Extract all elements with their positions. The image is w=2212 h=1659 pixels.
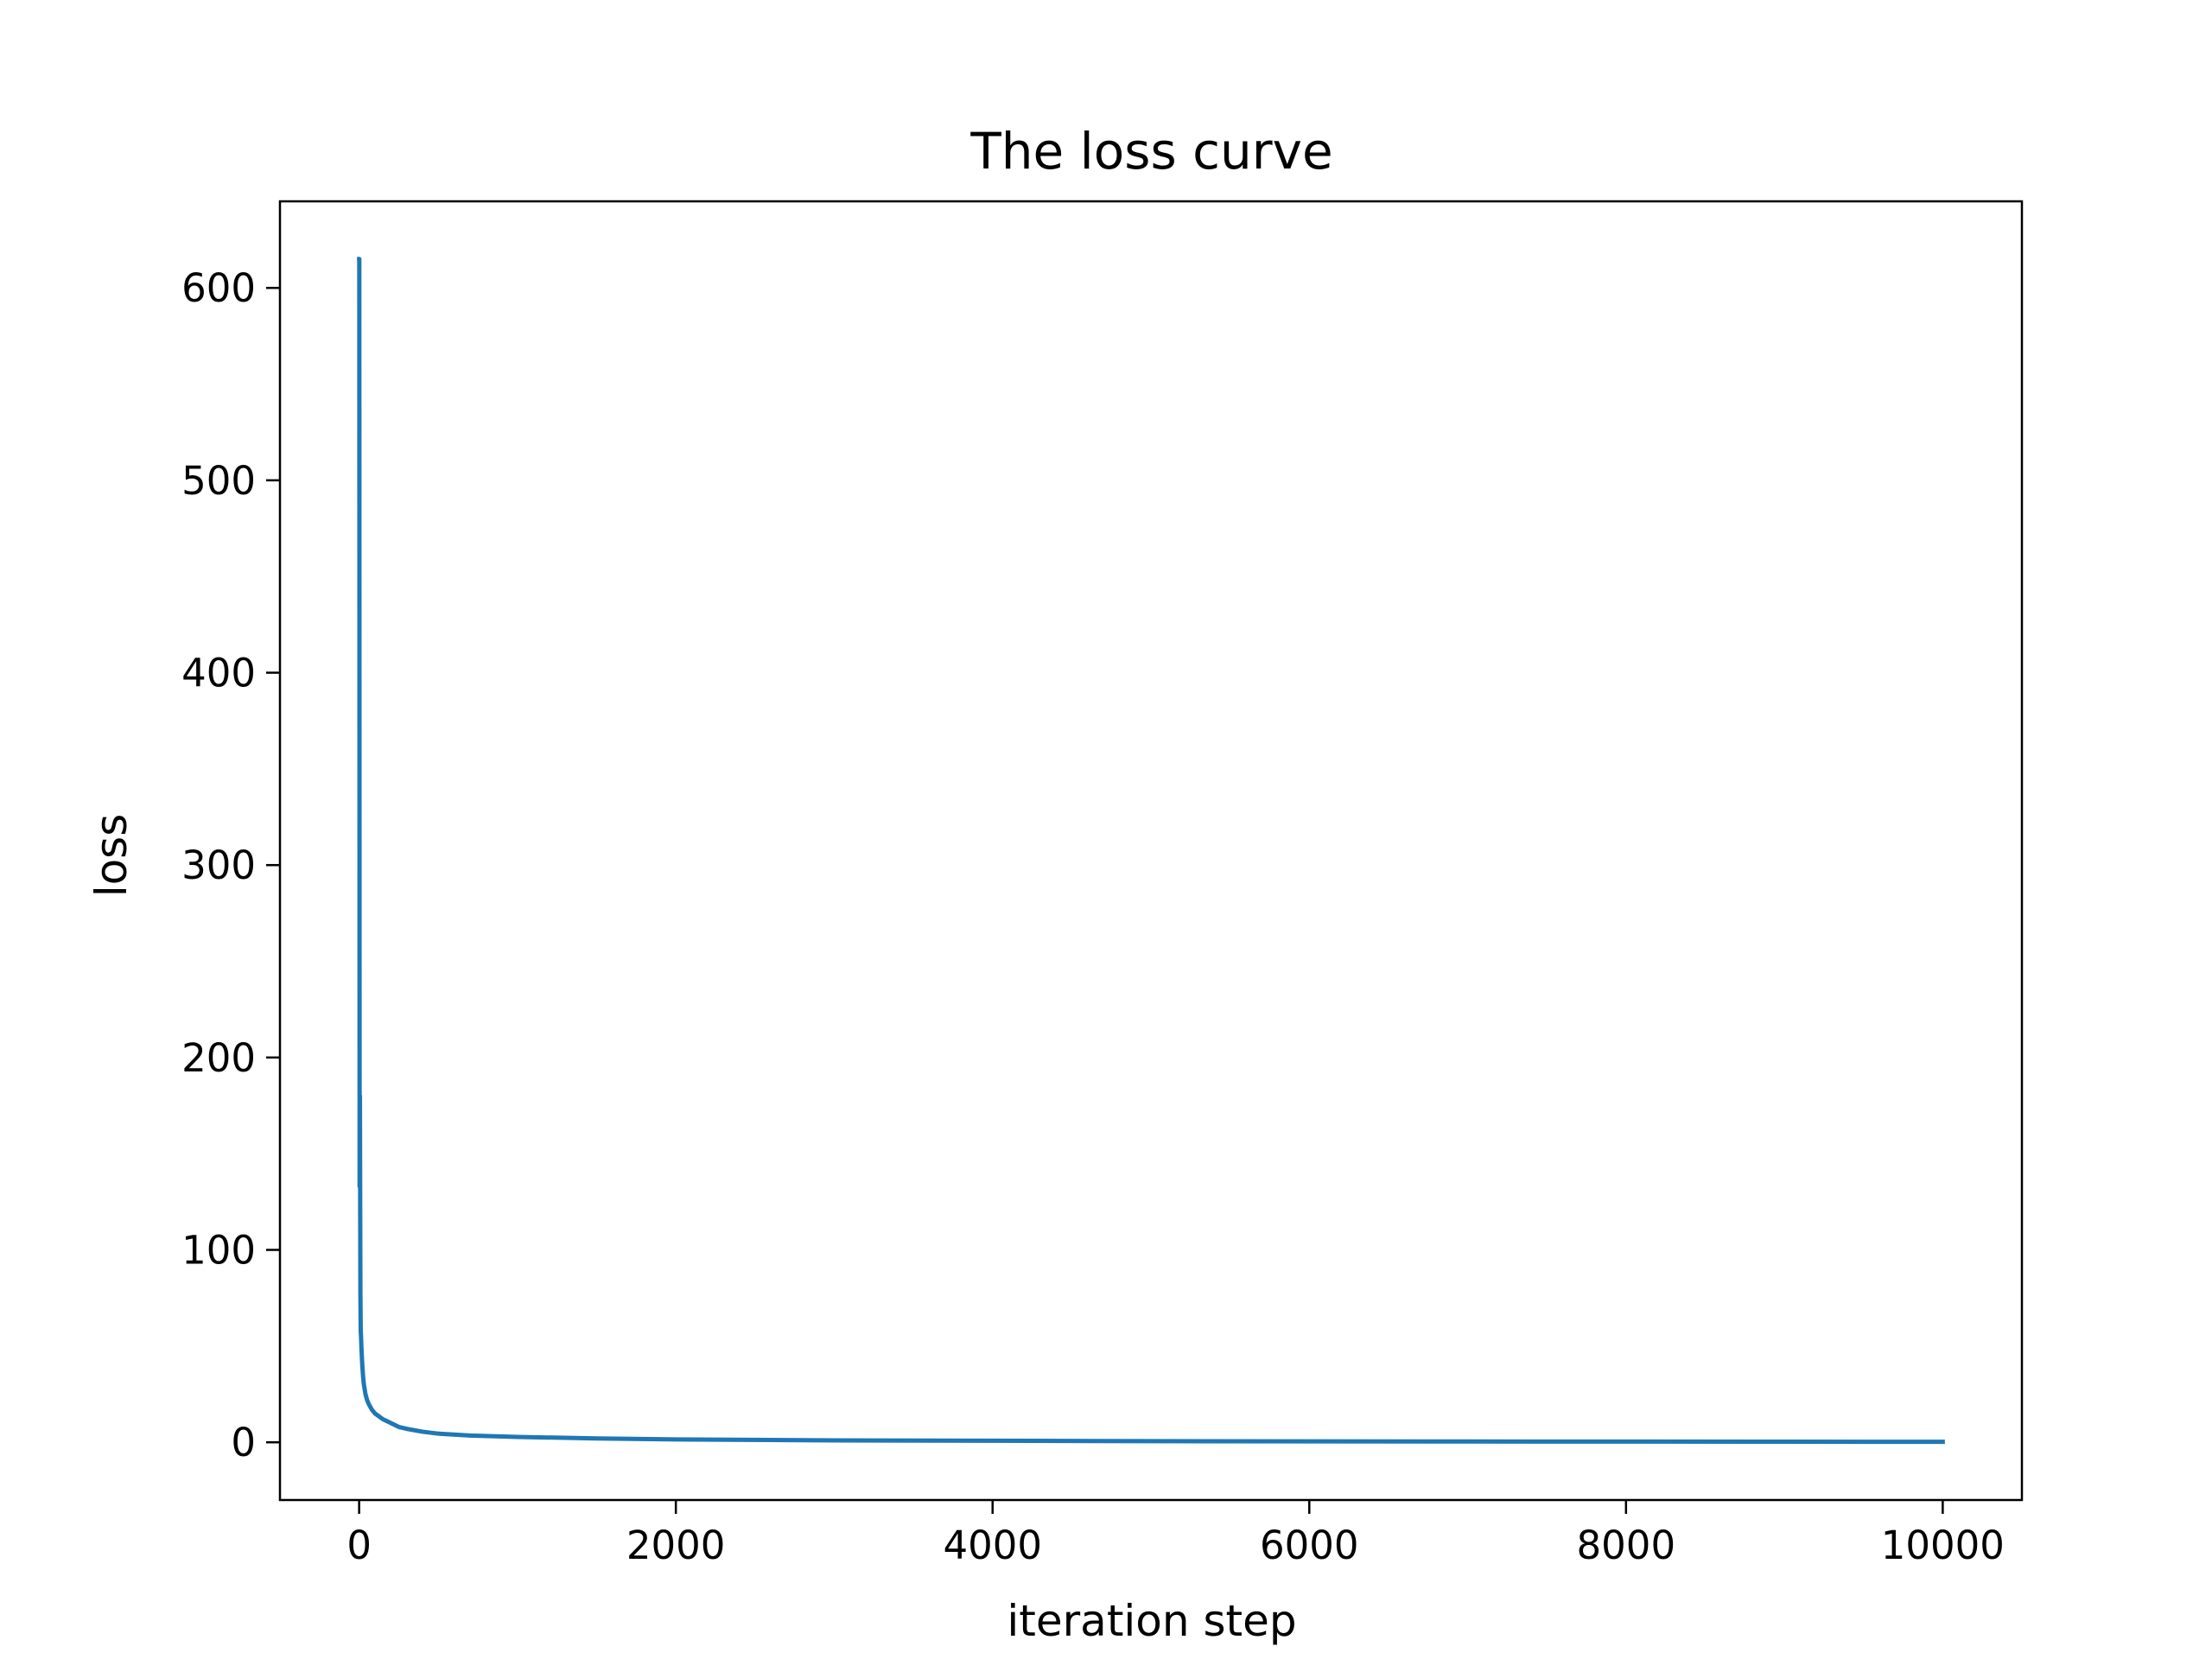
x-tick-label: 6000 <box>1260 1522 1359 1568</box>
plot-area <box>278 200 2024 1502</box>
x-axis-ticks: 0 2000 4000 6000 8000 10000 <box>346 1500 2005 1568</box>
y-tick-label: 100 <box>181 1228 256 1274</box>
axes-frame <box>278 200 2024 1502</box>
x-tick-label: 10000 <box>1881 1522 2005 1568</box>
y-axis-label: loss <box>86 814 137 898</box>
x-tick-label: 2000 <box>626 1522 726 1568</box>
y-tick-label: 600 <box>181 265 256 311</box>
y-tick-label: 0 <box>231 1420 256 1465</box>
y-tick-label: 400 <box>181 651 256 696</box>
x-tick-label: 8000 <box>1577 1522 1676 1568</box>
y-tick-label: 300 <box>181 842 256 888</box>
y-axis-ticks: 0 100 200 300 400 500 600 <box>181 265 280 1465</box>
chart-title: The loss curve <box>969 122 1332 181</box>
y-tick-label: 200 <box>181 1035 256 1081</box>
y-tick-label: 500 <box>181 458 256 504</box>
x-axis-label: iteration step <box>1007 1596 1296 1646</box>
x-tick-label: 4000 <box>943 1522 1042 1568</box>
x-tick-label: 0 <box>346 1522 372 1568</box>
loss-series-line <box>357 257 1945 1445</box>
series-group <box>357 257 1945 1445</box>
